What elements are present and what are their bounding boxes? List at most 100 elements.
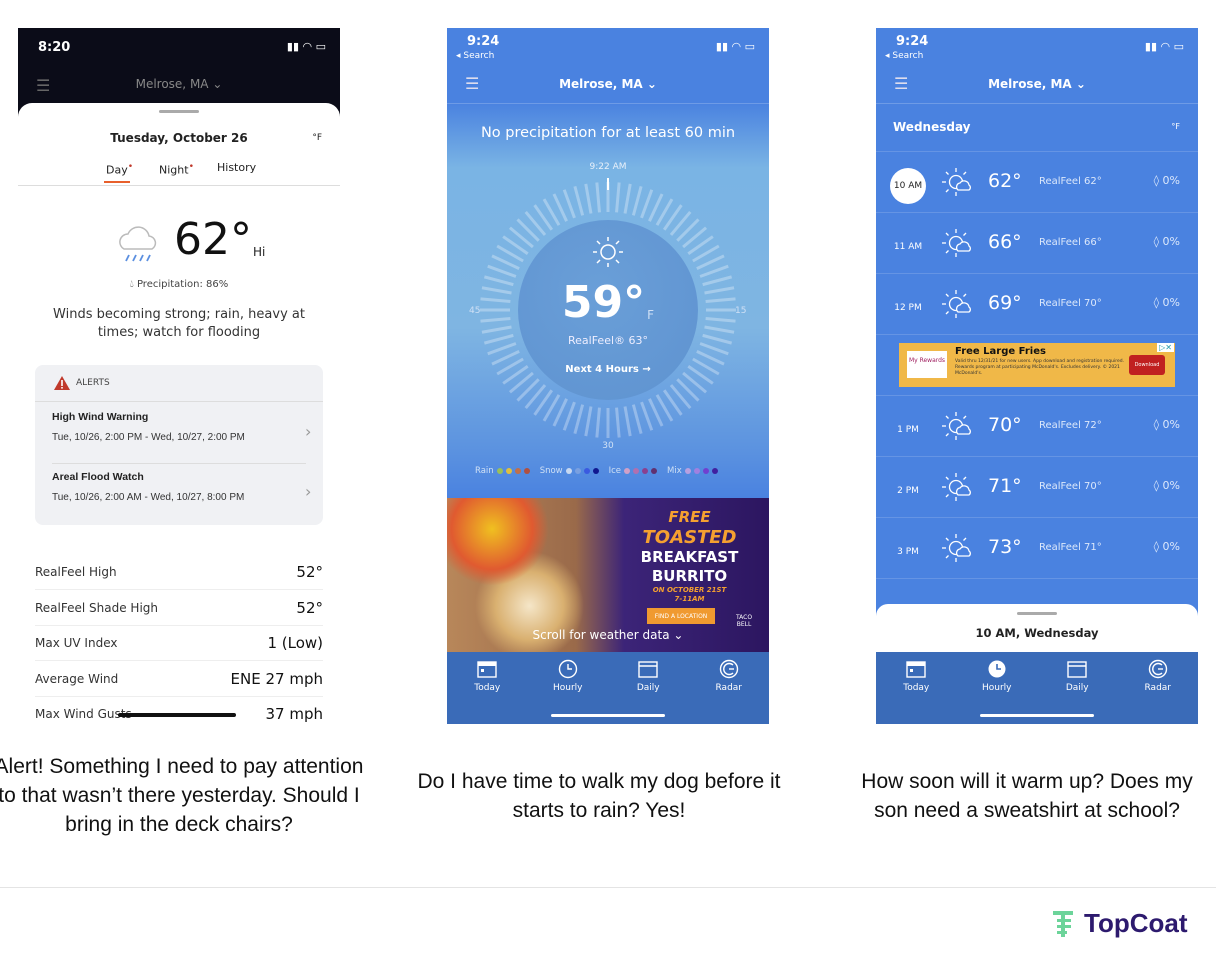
menu-icon[interactable]: ☰ (894, 74, 909, 93)
alert-title: High Wind Warning (52, 411, 149, 423)
stat-row: RealFeel Shade High 52° (35, 591, 323, 626)
partly-sunny-icon (942, 473, 971, 501)
legend-item-rain: Rain (475, 466, 530, 476)
location-label: Melrose, MA (135, 77, 209, 91)
dial-tick (676, 378, 700, 402)
stat-row: RealFeel High 52° (35, 555, 323, 590)
download-button[interactable]: Download (1129, 355, 1165, 375)
stat-row: Average Wind ENE 27 mph (35, 662, 323, 697)
hour-row[interactable]: 12 PM 69° RealFeel 70° ◊ 0% (876, 273, 1198, 334)
tab-day[interactable]: Day• (106, 161, 134, 177)
nav-daily[interactable]: Daily (618, 658, 678, 724)
scroll-hint[interactable]: Scroll for weather data ⌄ (532, 628, 684, 642)
hour-temp: 66° (988, 231, 1022, 253)
dial-tick (502, 235, 529, 256)
hour-detail-sheet[interactable]: 10 AM, Wednesday (876, 604, 1198, 652)
nav-label: Today (903, 683, 930, 693)
legend-swatch (514, 468, 521, 474)
hour-precip: ◊ 0% (1154, 479, 1180, 492)
location-selector[interactable]: Melrose, MA ⌄ (135, 77, 223, 91)
stat-label: Average Wind (35, 671, 119, 686)
tab-label: Night (159, 163, 189, 177)
sheet-handle[interactable] (1017, 612, 1057, 615)
ad-text: TOASTED (642, 527, 737, 548)
divider (447, 103, 769, 104)
divider (35, 401, 323, 402)
dial-tick (573, 404, 585, 435)
precipitation: 💧︎ Precipitation: 86% (18, 279, 340, 290)
back-to-search-link[interactable]: ◂ Search (456, 51, 495, 61)
taco-bell-ad[interactable]: FREE TOASTED BREAKFAST BURRITO ON OCTOBE… (447, 498, 769, 652)
day-title: Wednesday (893, 120, 971, 134)
location-selector[interactable]: Melrose, MA ⌄ (559, 77, 657, 91)
nav-today[interactable]: Today (886, 658, 946, 724)
hour-row[interactable]: 11 AM 66° RealFeel 66° ◊ 0% (876, 212, 1198, 273)
dial-tick (702, 275, 733, 287)
today-calendar-icon (477, 661, 497, 678)
precip-value: 0% (1162, 418, 1180, 431)
menu-icon[interactable]: ☰ (36, 76, 51, 95)
dial-label-45: 45 (469, 306, 481, 316)
nav-radar[interactable]: Radar (1128, 658, 1188, 724)
hour-row[interactable]: 1 PM 70° RealFeel 72° ◊ 0% (876, 395, 1198, 456)
current-temp: 59° (561, 277, 646, 328)
minutecast-dial[interactable] (447, 28, 769, 488)
ad-text: BURRITO (651, 567, 728, 585)
hour-realfeel: RealFeel 71° (1039, 542, 1102, 553)
location-selector[interactable]: Melrose, MA ⌄ (988, 77, 1086, 91)
legend-label: Ice (608, 466, 622, 476)
unit-toggle[interactable]: °F (312, 133, 322, 143)
nav-radar[interactable]: Radar (699, 658, 759, 724)
tab-night[interactable]: Night• (159, 161, 194, 177)
droplet-icon: ◊ (1153, 479, 1160, 492)
topcoat-wordmark: TopCoat (1084, 908, 1188, 938)
hour-row-partial (876, 578, 1198, 639)
dial-tick (704, 325, 735, 334)
dial-tick (487, 342, 517, 356)
hour-row[interactable]: 10 AM 62° RealFeel 62° ◊ 0% (876, 151, 1198, 212)
nav-label: Hourly (552, 683, 583, 693)
sheet-title: 10 AM, Wednesday (975, 626, 1099, 640)
next-4-hours-link[interactable]: Next 4 Hours → (565, 364, 651, 375)
dial-tick (562, 189, 576, 219)
stat-value: 1 (Low) (267, 634, 323, 652)
hour-row[interactable]: 3 PM 73° RealFeel 71° ◊ 0% (876, 517, 1198, 578)
nav-hourly[interactable]: Hourly (538, 658, 598, 724)
dial-tick (552, 398, 568, 427)
nav-daily[interactable]: Daily (1047, 658, 1107, 724)
temp-unit: F (647, 308, 655, 322)
forecast-description: Winds becoming strong; rain, heavy at ti… (53, 307, 305, 340)
warning-icon (54, 376, 70, 390)
dial-tick (502, 364, 529, 385)
tab-label: Day (106, 163, 128, 177)
nav-label: Radar (715, 683, 743, 693)
redaction-line (118, 713, 236, 717)
hour-temp: 69° (988, 292, 1022, 314)
unit-toggle[interactable]: °F (1171, 122, 1180, 131)
dial-tick (676, 218, 700, 242)
droplet-icon: ◊ (1153, 174, 1160, 187)
footer-divider (0, 887, 1216, 888)
dial-tick (480, 317, 511, 323)
status-icons: ▮▮ ◠ ▭ (715, 40, 755, 53)
divider (876, 103, 1198, 104)
sheet-handle[interactable] (159, 110, 199, 113)
dial-tick (595, 407, 601, 438)
find-location-button[interactable]: FIND A LOCATION (647, 608, 715, 624)
nav-today[interactable]: Today (457, 658, 517, 724)
precip-headline: No precipitation for at least 60 min (480, 125, 736, 141)
hour-row[interactable]: 2 PM 71° RealFeel 70° ◊ 0% (876, 456, 1198, 517)
tab-history[interactable]: History (217, 161, 257, 174)
legend-item-snow: Snow (540, 466, 599, 476)
alert-item-flood-watch[interactable]: Areal Flood Watch Tue, 10/26, 2:00 AM - … (35, 464, 323, 524)
mcdonalds-ad[interactable]: My Rewards Free Large Fries Valid thru 1… (899, 343, 1175, 387)
ad-food-image (447, 498, 597, 652)
ad-close-icon[interactable]: ▷✕ (1157, 343, 1174, 352)
partly-sunny-icon (942, 534, 971, 562)
back-to-search-link[interactable]: ◂ Search (885, 51, 924, 61)
nav-hourly[interactable]: Hourly (967, 658, 1027, 724)
dial-tick (508, 371, 534, 394)
dial-tick (508, 226, 534, 249)
menu-icon[interactable]: ☰ (465, 74, 480, 93)
alert-item-high-wind[interactable]: High Wind Warning Tue, 10/26, 2:00 PM - … (35, 402, 323, 462)
